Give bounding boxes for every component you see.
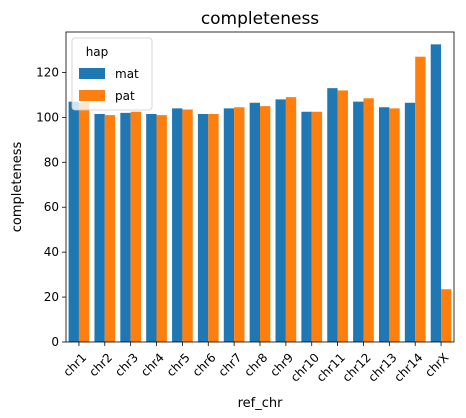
bar-pat-chr13 <box>389 108 399 342</box>
bar-mat-chr3 <box>120 113 130 342</box>
x-tick-label-chr2: chr2 <box>86 350 115 379</box>
bar-pat-chr3 <box>131 112 141 342</box>
x-tick-label-chr8: chr8 <box>242 350 271 379</box>
y-tick-label-40: 40 <box>44 245 59 259</box>
x-tick-label-chr6: chr6 <box>190 350 219 379</box>
bar-pat-chr14 <box>415 57 425 342</box>
x-tick-label-chr5: chr5 <box>164 350 193 379</box>
legend-title: hap <box>86 45 109 59</box>
legend-label-pat: pat <box>115 89 135 103</box>
legend-label-mat: mat <box>115 67 139 81</box>
x-tick-label-chr3: chr3 <box>112 350 141 379</box>
legend: hap mat pat <box>72 38 152 110</box>
y-tick-label-120: 120 <box>36 65 59 79</box>
x-tick-label-chr12: chr12 <box>340 350 374 384</box>
x-tick-label-chr13: chr13 <box>365 350 399 384</box>
bar-mat-chrX <box>431 44 441 342</box>
y-tick-label-100: 100 <box>36 110 59 124</box>
bar-pat-chr11 <box>338 90 348 342</box>
x-tick-label-chr11: chr11 <box>314 350 348 384</box>
bar-pat-chr8 <box>260 106 270 342</box>
bar-pat-chr4 <box>157 115 167 342</box>
x-tick-label-chr1: chr1 <box>60 350 89 379</box>
bar-mat-chr11 <box>327 88 337 342</box>
bar-pat-chr7 <box>234 107 244 342</box>
x-tick-label-chr7: chr7 <box>216 350 245 379</box>
bar-mat-chr7 <box>224 108 234 342</box>
y-tick-label-60: 60 <box>44 200 59 214</box>
bar-mat-chr5 <box>172 108 182 342</box>
bar-mat-chr6 <box>198 114 208 342</box>
bar-mat-chr9 <box>276 99 286 342</box>
x-tick-label-chrX: chrX <box>422 350 451 379</box>
bar-mat-chr12 <box>353 102 363 342</box>
bar-mat-chr13 <box>379 107 389 342</box>
bar-mat-chr10 <box>301 112 311 342</box>
bar-pat-chr2 <box>105 115 115 342</box>
bar-mat-chr14 <box>405 103 415 342</box>
bar-pat-chr12 <box>363 98 373 342</box>
x-axis-label: ref_chr <box>238 396 284 411</box>
y-axis-label: completeness <box>10 142 25 233</box>
bar-pat-chr6 <box>208 114 218 342</box>
bar-mat-chr2 <box>94 114 104 342</box>
bar-pat-chrX <box>441 289 451 342</box>
bar-pat-chr5 <box>182 110 192 343</box>
y-tick-label-20: 20 <box>44 290 59 304</box>
bar-pat-chr10 <box>312 112 322 342</box>
y-tick-label-80: 80 <box>44 155 59 169</box>
bar-mat-chr1 <box>69 102 79 342</box>
bar-mat-chr4 <box>146 114 156 342</box>
x-tick-label-chr14: chr14 <box>391 350 425 384</box>
x-tick-label-chr10: chr10 <box>288 350 322 384</box>
x-tick-label-chr4: chr4 <box>138 350 167 379</box>
legend-swatch-pat <box>79 90 105 101</box>
bar-pat-chr9 <box>286 97 296 342</box>
chart-title: completeness <box>201 9 319 29</box>
y-tick-label-0: 0 <box>51 335 59 349</box>
bar-pat-chr1 <box>79 103 89 342</box>
bar-mat-chr8 <box>250 103 260 342</box>
legend-swatch-mat <box>79 68 105 79</box>
